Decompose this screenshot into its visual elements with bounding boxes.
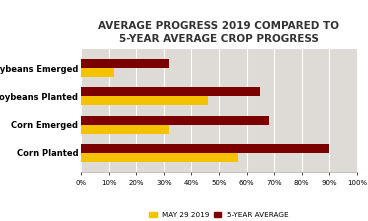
Title: AVERAGE PROGRESS 2019 COMPARED TO
5-YEAR AVERAGE CROP PROGRESS: AVERAGE PROGRESS 2019 COMPARED TO 5-YEAR…	[99, 21, 339, 44]
Bar	[81, 116, 269, 125]
Bar	[81, 68, 114, 77]
Bar	[81, 88, 261, 96]
Legend: MAY 29 2019, 5-YEAR AVERAGE: MAY 29 2019, 5-YEAR AVERAGE	[146, 209, 291, 221]
Bar	[81, 153, 238, 162]
Bar	[81, 125, 169, 133]
Bar	[81, 96, 208, 105]
Bar	[81, 144, 329, 153]
Bar	[81, 59, 169, 68]
